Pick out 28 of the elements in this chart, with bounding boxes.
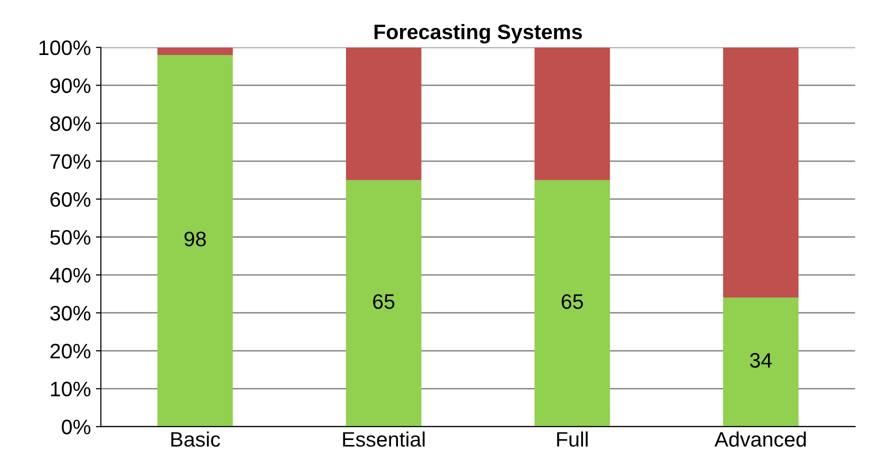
data-label: 65 (373, 294, 394, 309)
x-tick-label: Full (557, 431, 588, 447)
bar (346, 47, 422, 180)
chart-title: Forecasting Systems (374, 24, 582, 44)
y-tick-label: 90% (50, 78, 90, 94)
bar (534, 180, 610, 427)
y-tick-label: 80% (50, 116, 90, 131)
y-tick-label: 100% (39, 40, 90, 56)
bar (723, 298, 799, 427)
data-label: 98 (184, 232, 206, 246)
x-tick-label: Advanced (714, 431, 806, 447)
bar (534, 47, 610, 180)
y-tick-label: 70% (50, 154, 90, 169)
bar (723, 47, 799, 298)
y-tick-label: 30% (50, 306, 90, 321)
bar (346, 180, 422, 427)
x-tick-label: Essential (343, 431, 425, 447)
bar (157, 47, 233, 55)
y-tick-label: 40% (50, 268, 90, 283)
y-tick-label: 0% (62, 420, 90, 434)
data-label: 34 (750, 352, 772, 368)
y-tick-label: 60% (50, 192, 90, 207)
bar (157, 54, 233, 427)
data-label: 65 (562, 294, 583, 309)
y-tick-label: 10% (51, 382, 90, 396)
y-tick-label: 50% (50, 230, 90, 245)
y-tick-label: 20% (50, 344, 90, 359)
x-tick-label: Basic (171, 431, 220, 447)
